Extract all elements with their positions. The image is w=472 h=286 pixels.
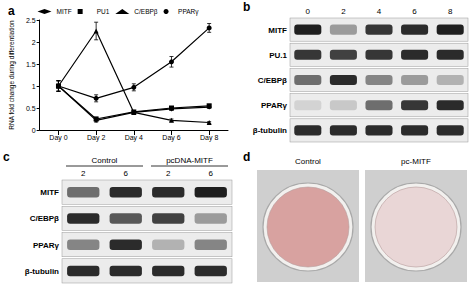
svg-text:C/EBPβ: C/EBPβ	[30, 214, 59, 223]
svg-text:Day 4: Day 4	[125, 134, 143, 142]
svg-text:C/EBPβ: C/EBPβ	[258, 76, 287, 85]
svg-text:β-tubulin: β-tubulin	[253, 126, 287, 135]
svg-text:a: a	[8, 4, 15, 18]
svg-text:Day 8: Day 8	[200, 134, 218, 142]
svg-text:2: 2	[32, 39, 36, 46]
svg-text:pcDNA-MITF: pcDNA-MITF	[166, 156, 213, 165]
svg-text:MITF: MITF	[56, 8, 71, 15]
svg-text:0: 0	[306, 7, 311, 16]
svg-text:PPARγ: PPARγ	[261, 101, 288, 110]
svg-text:Day 2: Day 2	[87, 134, 105, 142]
svg-text:C/EBPβ: C/EBPβ	[134, 8, 158, 16]
svg-text:1.5: 1.5	[26, 61, 36, 68]
svg-text:8: 8	[448, 7, 453, 16]
svg-text:c: c	[3, 150, 10, 164]
svg-text:MITF: MITF	[40, 188, 59, 197]
svg-text:6: 6	[124, 169, 129, 178]
svg-text:6: 6	[412, 7, 417, 16]
svg-text:0.5: 0.5	[26, 105, 36, 112]
svg-text:MITF: MITF	[268, 26, 287, 35]
svg-text:PPARγ: PPARγ	[178, 8, 199, 16]
svg-text:2: 2	[81, 169, 86, 178]
svg-text:2: 2	[341, 7, 346, 16]
svg-text:Control: Control	[295, 157, 321, 166]
svg-text:PPARγ: PPARγ	[33, 241, 60, 250]
svg-text:2.5: 2.5	[26, 17, 36, 24]
svg-text:PU1: PU1	[97, 8, 110, 15]
svg-text:Day 6: Day 6	[162, 134, 180, 142]
svg-text:PU.1: PU.1	[269, 51, 287, 60]
svg-text:β-tubulin: β-tubulin	[25, 267, 59, 276]
svg-text:pc-MITF: pc-MITF	[401, 157, 431, 166]
svg-text:d: d	[243, 150, 250, 164]
svg-text:4: 4	[377, 7, 382, 16]
svg-text:Control: Control	[92, 156, 118, 165]
svg-text:2: 2	[166, 169, 171, 178]
svg-text:0: 0	[32, 127, 36, 134]
svg-text:1: 1	[32, 83, 36, 90]
svg-text:RNA fold change during differe: RNA fold change during differentiation	[8, 20, 16, 130]
svg-text:6: 6	[209, 169, 214, 178]
svg-text:b: b	[243, 0, 250, 14]
svg-text:Day 0: Day 0	[49, 134, 67, 142]
